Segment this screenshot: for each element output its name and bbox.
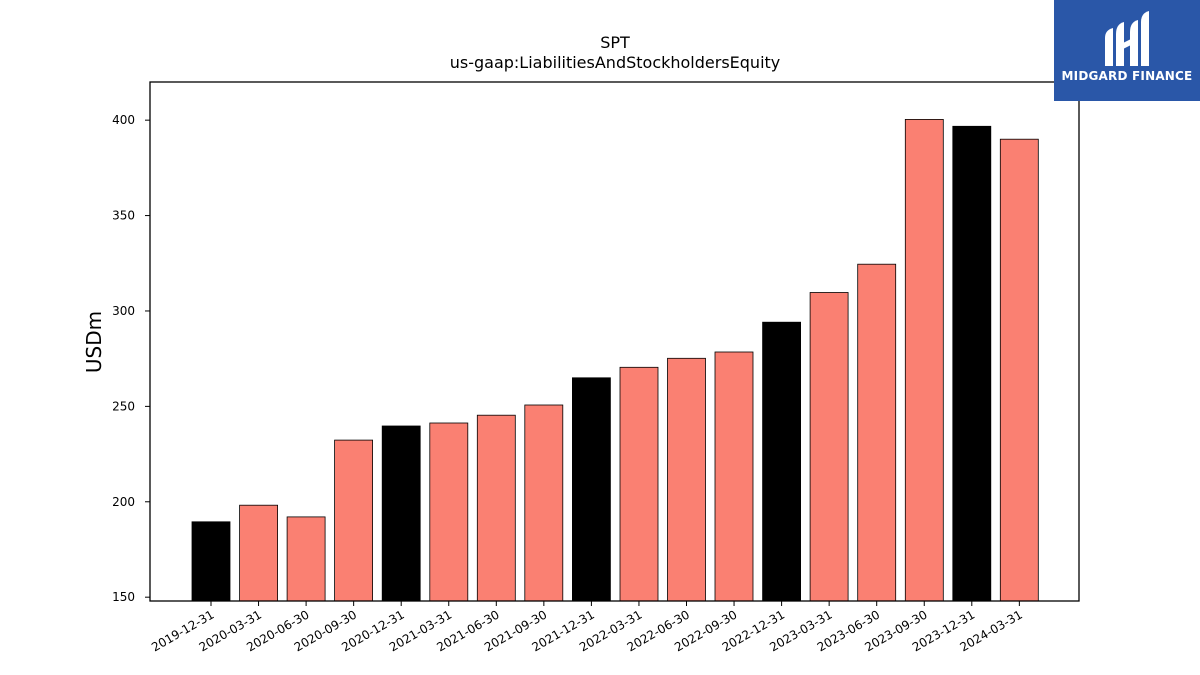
bar (524, 404, 564, 602)
bar (334, 439, 374, 602)
chart-title: SPT (600, 33, 630, 52)
y-tick-label: 150 (112, 590, 135, 604)
x-ticks: 2019-12-312020-03-312020-06-302020-09-30… (149, 601, 1025, 654)
plot-frame (149, 81, 1080, 602)
bar (999, 138, 1039, 602)
bar (619, 366, 659, 602)
y-tick-label: 300 (112, 304, 135, 318)
bar (191, 521, 231, 602)
bar (809, 292, 849, 602)
bar (429, 422, 469, 602)
chart-subtitle: us-gaap:LiabilitiesAndStockholdersEquity (450, 53, 781, 72)
bar (476, 414, 516, 602)
y-tick-label: 350 (112, 209, 135, 223)
logo: MIDGARD FINANCE (1054, 0, 1200, 101)
bar (904, 119, 944, 602)
bar (762, 321, 801, 602)
bar (381, 425, 421, 602)
logo-text: MIDGARD FINANCE (1061, 69, 1193, 83)
bars-layer (191, 119, 1039, 602)
y-axis-label: USDm (82, 311, 106, 373)
y-ticks: 150 200 250 300 350 400 (112, 113, 150, 604)
bar (286, 516, 326, 602)
bar (857, 263, 897, 602)
bar (239, 504, 279, 602)
bar (572, 377, 611, 602)
y-tick-label: 200 (112, 495, 135, 509)
y-tick-label: 400 (112, 113, 135, 127)
bar (952, 125, 992, 602)
bar (667, 357, 706, 602)
midgard-logo-icon (1105, 11, 1149, 66)
y-tick-label: 250 (112, 399, 135, 413)
bar (714, 351, 754, 602)
